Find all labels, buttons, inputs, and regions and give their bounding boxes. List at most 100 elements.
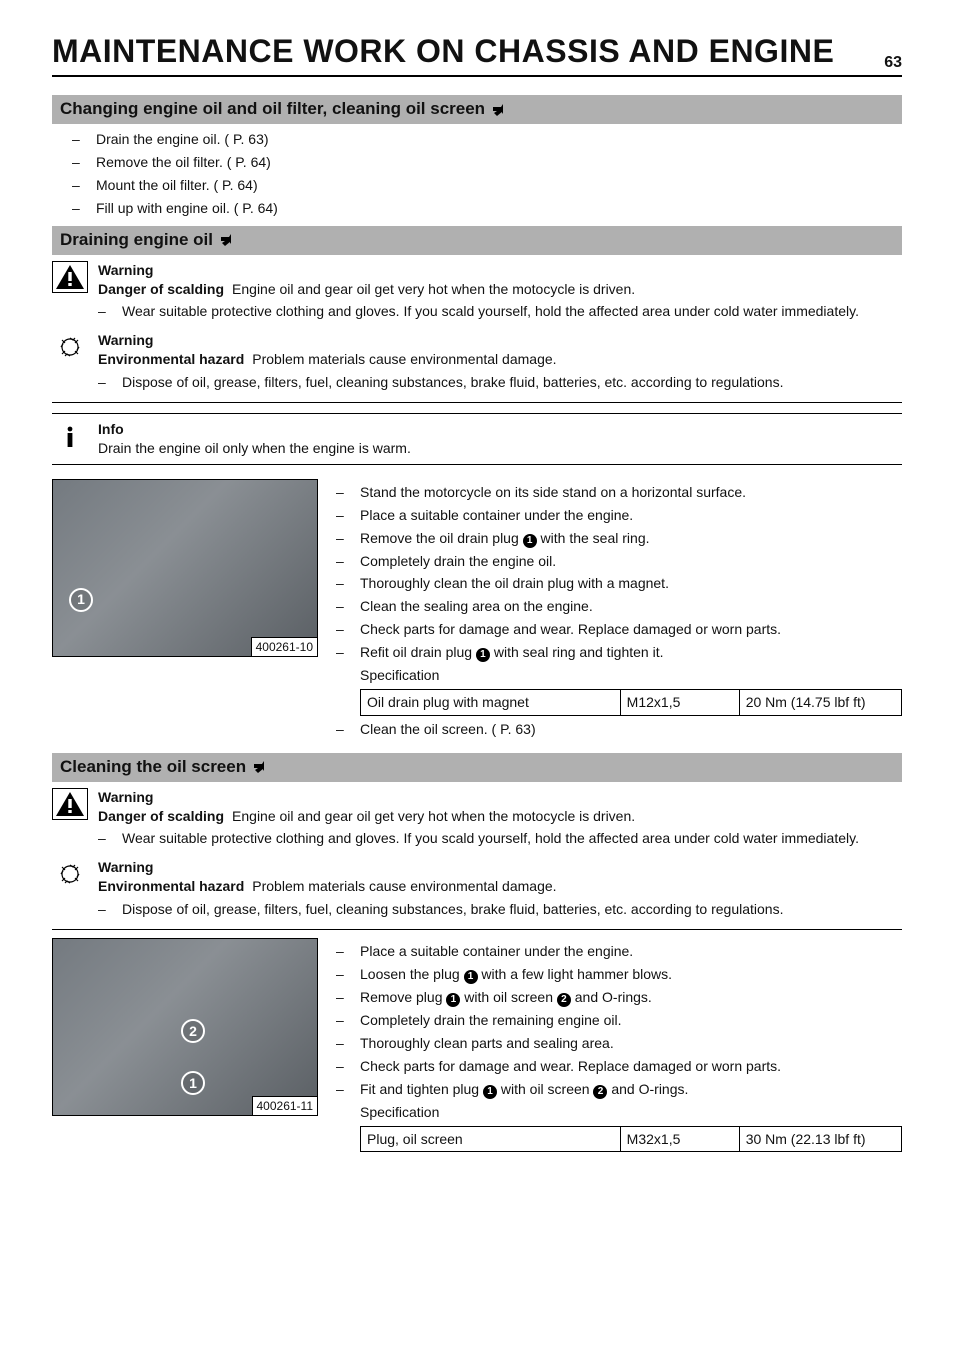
step: Remove the oil drain plug 1 with the sea… [336, 529, 902, 548]
warning-text: Engine oil and gear oil get very hot whe… [232, 281, 635, 297]
tool-icon [219, 232, 235, 248]
step: Remove plug 1 with oil screen 2 and O-ri… [336, 988, 902, 1007]
list-item: Mount the oil filter. ( P. 64) [72, 176, 902, 195]
changing-list: Drain the engine oil. ( P. 63) Remove th… [52, 130, 902, 218]
warning-lead: Danger of scalding [98, 808, 224, 824]
warning-body: Warning Danger of scalding Engine oil and… [98, 261, 902, 326]
step: Place a suitable container under the eng… [336, 942, 902, 961]
spec-torque: 20 Nm (14.75 lbf ft) [739, 689, 901, 715]
divider [52, 464, 902, 465]
tool-icon [252, 759, 268, 775]
info-block: Info Drain the engine oil only when the … [52, 413, 902, 465]
steps: Place a suitable container under the eng… [336, 938, 902, 1156]
divider [52, 413, 902, 414]
warning-label: Warning [98, 262, 153, 278]
warning-environmental: Warning Environmental hazard Problem mate… [52, 331, 902, 396]
warning-lead: Danger of scalding [98, 281, 224, 297]
section-title: Draining engine oil [60, 229, 213, 252]
draining-procedure: 1 400261-10 Stand the motorcycle on its … [52, 479, 902, 743]
step: Clean the sealing area on the engine. [336, 597, 902, 616]
page-title: MAINTENANCE WORK ON CHASSIS AND ENGINE [52, 30, 834, 73]
steps: Stand the motorcycle on its side stand o… [336, 479, 902, 743]
step: Check parts for damage and wear. Replace… [336, 620, 902, 639]
warning-body: Warning Environmental hazard Problem mate… [98, 331, 902, 396]
section-title: Cleaning the oil screen [60, 756, 246, 779]
list-item: Drain the engine oil. ( P. 63) [72, 130, 902, 149]
page-header: MAINTENANCE WORK ON CHASSIS AND ENGINE 6… [52, 30, 902, 77]
callout-1: 1 [69, 588, 93, 612]
spec-thread: M32x1,5 [620, 1126, 739, 1152]
text: Drain the engine oil. ( P. 63) [96, 131, 269, 147]
step: Stand the motorcycle on its side stand o… [336, 483, 902, 502]
info-icon [52, 420, 88, 452]
warning-bullet: Wear suitable protective clothing and gl… [98, 829, 902, 848]
text: Remove the oil filter. ( P. 64) [96, 154, 271, 170]
text: Fill up with engine oil. ( P. 64) [96, 200, 278, 216]
list-item: Fill up with engine oil. ( P. 64) [72, 199, 902, 218]
callout-ref-1: 1 [483, 1085, 497, 1099]
callout-ref-2: 2 [557, 993, 571, 1007]
warning-bullet: Wear suitable protective clothing and gl… [98, 302, 902, 321]
list-item: Remove the oil filter. ( P. 64) [72, 153, 902, 172]
spec-name: Plug, oil screen [361, 1126, 621, 1152]
figure-image: 2 1 400261-11 [52, 938, 318, 1116]
page-number: 63 [884, 52, 902, 74]
warning-text: Engine oil and gear oil get very hot whe… [232, 808, 635, 824]
warning-text: Problem materials cause environmental da… [252, 351, 556, 367]
step: Refit oil drain plug 1 with seal ring an… [336, 643, 902, 662]
step: Thoroughly clean the oil drain plug with… [336, 574, 902, 593]
step: Place a suitable container under the eng… [336, 506, 902, 525]
warning-bullet: Dispose of oil, grease, filters, fuel, c… [98, 373, 902, 392]
info-text: Drain the engine oil only when the engin… [98, 439, 902, 458]
spec-torque: 30 Nm (22.13 lbf ft) [739, 1126, 901, 1152]
spec-table: Plug, oil screen M32x1,5 30 Nm (22.13 lb… [360, 1126, 902, 1153]
spec-table: Oil drain plug with magnet M12x1,5 20 Nm… [360, 689, 902, 716]
section-bar-draining: Draining engine oil [52, 226, 902, 255]
spec-name: Oil drain plug with magnet [361, 689, 621, 715]
callout-1: 1 [181, 1071, 205, 1095]
step: Clean the oil screen. ( P. 63) [336, 720, 902, 739]
environment-icon [52, 331, 88, 363]
section-bar-cleaning: Cleaning the oil screen [52, 753, 902, 782]
figure-tag: 400261-10 [251, 637, 317, 656]
callout-ref-1: 1 [476, 648, 490, 662]
divider [52, 402, 902, 403]
step: Fit and tighten plug 1 with oil screen 2… [336, 1080, 902, 1099]
warning-text: Problem materials cause environmental da… [252, 878, 556, 894]
step: Thoroughly clean parts and sealing area. [336, 1034, 902, 1053]
divider [52, 929, 902, 930]
spec-label: Specification [360, 1103, 902, 1122]
cleaning-procedure: 2 1 400261-11 Place a suitable container… [52, 938, 902, 1156]
warning-bullet: Dispose of oil, grease, filters, fuel, c… [98, 900, 902, 919]
step: Check parts for damage and wear. Replace… [336, 1057, 902, 1076]
warning-environmental: Warning Environmental hazard Problem mate… [52, 858, 902, 923]
warning-triangle-icon [52, 261, 88, 293]
callout-ref-1: 1 [446, 993, 460, 1007]
step: Completely drain the remaining engine oi… [336, 1011, 902, 1030]
section-title: Changing engine oil and oil filter, clea… [60, 98, 485, 121]
step: Loosen the plug 1 with a few light hamme… [336, 965, 902, 984]
environment-icon [52, 858, 88, 890]
warning-lead: Environmental hazard [98, 351, 244, 367]
warning-scalding: Warning Danger of scalding Engine oil and… [52, 261, 902, 326]
spec-thread: M12x1,5 [620, 689, 739, 715]
warning-label: Warning [98, 789, 153, 805]
figure: 1 400261-10 [52, 479, 318, 743]
warning-label: Warning [98, 332, 153, 348]
spec-label: Specification [360, 666, 902, 685]
figure-image: 1 400261-10 [52, 479, 318, 657]
callout-2: 2 [181, 1019, 205, 1043]
section-bar-changing: Changing engine oil and oil filter, clea… [52, 95, 902, 124]
callout-ref-2: 2 [593, 1085, 607, 1099]
text: Mount the oil filter. ( P. 64) [96, 177, 258, 193]
tool-icon [491, 102, 507, 118]
callout-ref-1: 1 [464, 970, 478, 984]
warning-label: Warning [98, 859, 153, 875]
info-label: Info [98, 421, 124, 437]
callout-ref-1: 1 [523, 534, 537, 548]
warning-lead: Environmental hazard [98, 878, 244, 894]
step: Completely drain the engine oil. [336, 552, 902, 571]
warning-scalding: Warning Danger of scalding Engine oil and… [52, 788, 902, 853]
figure: 2 1 400261-11 [52, 938, 318, 1156]
figure-tag: 400261-11 [252, 1096, 318, 1115]
